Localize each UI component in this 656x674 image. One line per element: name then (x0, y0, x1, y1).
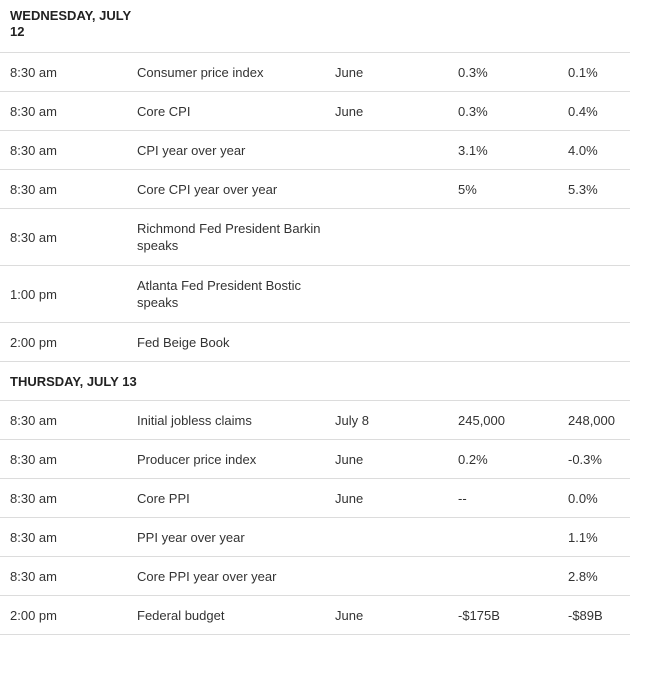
period-cell (335, 635, 435, 674)
event-cell: Producer price index (137, 451, 257, 467)
period-cell (335, 323, 435, 361)
previous-cell (568, 635, 630, 674)
table-row: 8:30 am CPI year over year 3.1% 4.0% (0, 131, 630, 170)
time-cell: 8:30 am (10, 451, 57, 467)
period-cell (335, 131, 435, 169)
period-cell: June (335, 103, 364, 119)
period-cell (335, 518, 435, 556)
table-row: 8:30 am PPI year over year 1.1% (0, 518, 630, 557)
previous-cell (568, 209, 630, 265)
period-cell (335, 170, 435, 208)
table-row: 2:00 pm Federal budget June -$175B -$89B (0, 596, 630, 635)
forecast-cell (458, 323, 558, 361)
period-cell: July 8 (335, 412, 369, 428)
day-header-thursday: THURSDAY, JULY 13 (0, 362, 630, 401)
previous-cell: 248,000 (568, 412, 615, 428)
time-cell: 8:30 am (10, 142, 57, 158)
time-cell: 8:30 am (10, 181, 57, 197)
time-cell: 8:30 am (10, 229, 57, 245)
period-cell: June (335, 64, 364, 80)
table-row: 8:30 am Richmond Fed President Barkin sp… (0, 209, 630, 266)
event-cell: CPI year over year (137, 142, 246, 158)
time-cell: 8:30 am (10, 490, 57, 506)
period-cell: June (335, 607, 364, 623)
event-cell: Consumer price index (137, 64, 264, 80)
previous-cell: 5.3% (568, 181, 598, 197)
time-cell: 2:00 pm (10, 607, 57, 623)
previous-cell: 0.1% (568, 64, 598, 80)
table-row: 8:30 am Core CPI June 0.3% 0.4% (0, 92, 630, 131)
table-row: 8:30 am Core PPI year over year 2.8% (0, 557, 630, 596)
period-cell: June (335, 490, 364, 506)
day-label: THURSDAY, JULY 13 (10, 374, 137, 389)
forecast-cell: 0.2% (458, 451, 488, 467)
time-cell: 1:00 pm (10, 286, 57, 302)
event-cell: PPI year over year (137, 529, 245, 545)
forecast-cell: 0.3% (458, 64, 488, 80)
time-cell: 8:30 am (10, 529, 57, 545)
period-cell (335, 266, 435, 322)
forecast-cell (458, 209, 558, 265)
time-cell: 8:30 am (10, 568, 57, 584)
day-label: WEDNESDAY, JULY 12 (10, 8, 131, 39)
previous-cell: 0.4% (568, 103, 598, 119)
event-cell: Core PPI (137, 490, 190, 506)
table-row: 8:30 am Core PPI June -- 0.0% (0, 479, 630, 518)
event-cell: Federal budget (137, 607, 225, 623)
period-cell (335, 557, 435, 595)
time-cell: 8:30 am (10, 103, 57, 119)
previous-cell: 0.0% (568, 490, 598, 506)
event-cell: Core CPI (137, 103, 191, 119)
table-row: 1:00 pm Atlanta Fed President Bostic spe… (0, 266, 630, 323)
table-row (0, 635, 630, 674)
previous-cell: -$89B (568, 607, 603, 623)
period-cell (335, 209, 435, 265)
forecast-cell (458, 266, 558, 322)
forecast-cell (458, 518, 558, 556)
previous-cell: -0.3% (568, 451, 602, 467)
time-cell: 2:00 pm (10, 334, 57, 350)
economic-calendar: WEDNESDAY, JULY 12 8:30 am Consumer pric… (0, 0, 630, 674)
day-header-wednesday: WEDNESDAY, JULY 12 (0, 0, 630, 53)
forecast-cell: 245,000 (458, 412, 505, 428)
time-cell (10, 635, 120, 674)
period-cell: June (335, 451, 364, 467)
time-cell: 8:30 am (10, 412, 57, 428)
time-cell: 8:30 am (10, 64, 57, 80)
forecast-cell: 0.3% (458, 103, 488, 119)
forecast-cell: -- (458, 490, 467, 506)
forecast-cell (458, 635, 558, 674)
event-cell: Atlanta Fed President Bostic speaks (137, 278, 302, 310)
event-cell: Initial jobless claims (137, 412, 252, 428)
table-row: 8:30 am Initial jobless claims July 8 24… (0, 401, 630, 440)
event-cell: Richmond Fed President Barkin speaks (137, 221, 321, 253)
forecast-cell (458, 557, 558, 595)
event-cell: Fed Beige Book (137, 334, 230, 350)
event-cell (137, 635, 322, 674)
forecast-cell: 5% (458, 181, 477, 197)
table-row: 8:30 am Core CPI year over year 5% 5.3% (0, 170, 630, 209)
previous-cell (568, 266, 630, 322)
table-row: 8:30 am Producer price index June 0.2% -… (0, 440, 630, 479)
table-row: 2:00 pm Fed Beige Book (0, 323, 630, 362)
event-cell: Core CPI year over year (137, 181, 278, 197)
event-cell: Core PPI year over year (137, 568, 277, 584)
forecast-cell: 3.1% (458, 142, 488, 158)
previous-cell (568, 323, 630, 361)
table-row: 8:30 am Consumer price index June 0.3% 0… (0, 53, 630, 92)
forecast-cell: -$175B (458, 607, 500, 623)
previous-cell: 4.0% (568, 142, 598, 158)
previous-cell: 1.1% (568, 529, 598, 545)
previous-cell: 2.8% (568, 568, 598, 584)
